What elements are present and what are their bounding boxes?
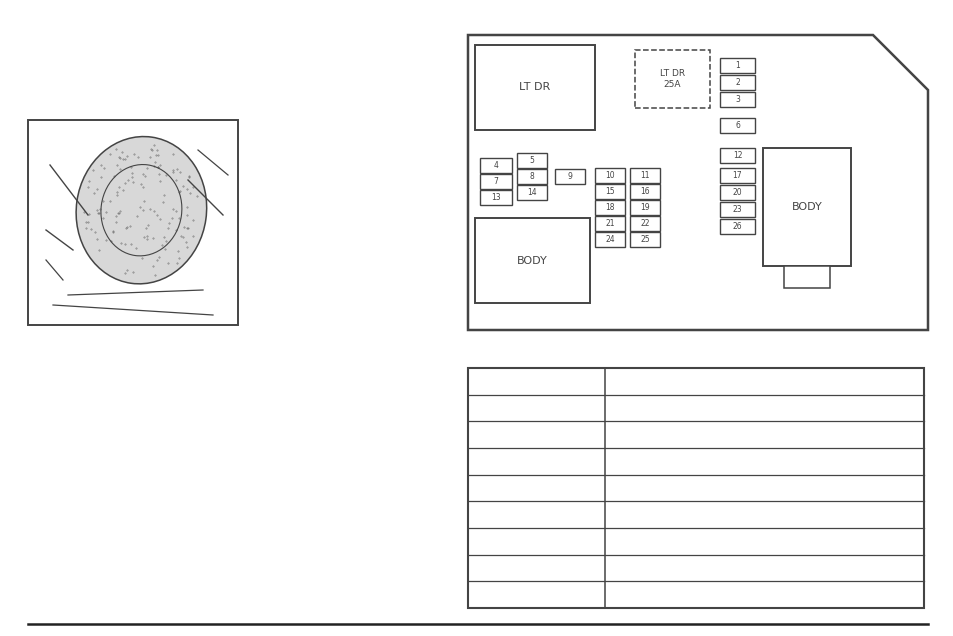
Bar xyxy=(720,202,754,217)
Text: 2: 2 xyxy=(735,78,740,87)
Bar xyxy=(28,120,237,325)
Bar xyxy=(720,92,754,107)
Text: 23: 23 xyxy=(732,205,741,214)
Bar xyxy=(475,45,595,130)
Bar xyxy=(629,168,659,183)
Text: 4: 4 xyxy=(493,161,497,170)
Text: BODY: BODY xyxy=(517,256,547,265)
Text: 11: 11 xyxy=(639,171,649,180)
Text: 12: 12 xyxy=(732,151,741,160)
Text: 16: 16 xyxy=(639,187,649,196)
Text: 18: 18 xyxy=(604,203,614,212)
Bar xyxy=(629,216,659,231)
Bar xyxy=(595,200,624,215)
Bar xyxy=(720,118,754,133)
Bar xyxy=(479,190,512,205)
Bar xyxy=(475,218,589,303)
Bar xyxy=(635,50,709,108)
Text: 8: 8 xyxy=(529,172,534,181)
Text: 26: 26 xyxy=(732,222,741,231)
Text: 13: 13 xyxy=(491,193,500,202)
Bar xyxy=(555,169,584,184)
Bar xyxy=(720,58,754,73)
Bar xyxy=(595,168,624,183)
Bar xyxy=(720,168,754,183)
Bar xyxy=(629,200,659,215)
Polygon shape xyxy=(468,35,927,330)
Text: 21: 21 xyxy=(604,219,614,228)
Text: 22: 22 xyxy=(639,219,649,228)
Text: 3: 3 xyxy=(735,95,740,104)
Text: 15: 15 xyxy=(604,187,614,196)
Text: LT DR: LT DR xyxy=(518,83,550,92)
Bar xyxy=(629,184,659,199)
Text: 20: 20 xyxy=(732,188,741,197)
Text: 5: 5 xyxy=(529,156,534,165)
Bar xyxy=(720,148,754,163)
Text: 14: 14 xyxy=(527,188,537,197)
Bar xyxy=(517,153,546,168)
Ellipse shape xyxy=(76,137,207,284)
Bar xyxy=(595,232,624,247)
Bar xyxy=(517,185,546,200)
Text: 17: 17 xyxy=(732,171,741,180)
Bar xyxy=(720,75,754,90)
Text: 9: 9 xyxy=(567,172,572,181)
Bar xyxy=(479,158,512,173)
Bar xyxy=(783,266,829,288)
Bar xyxy=(762,148,850,266)
Bar xyxy=(517,169,546,184)
Bar xyxy=(720,219,754,234)
Text: LT DR
25A: LT DR 25A xyxy=(659,69,684,88)
Text: 24: 24 xyxy=(604,235,614,244)
Bar xyxy=(720,185,754,200)
Text: 10: 10 xyxy=(604,171,614,180)
Bar xyxy=(595,216,624,231)
Bar xyxy=(468,368,923,608)
Text: 7: 7 xyxy=(493,177,497,186)
Text: BODY: BODY xyxy=(791,202,821,212)
Text: 19: 19 xyxy=(639,203,649,212)
Text: 1: 1 xyxy=(735,61,740,70)
Text: 6: 6 xyxy=(735,121,740,130)
Text: 25: 25 xyxy=(639,235,649,244)
Bar xyxy=(479,174,512,189)
Bar xyxy=(595,184,624,199)
Bar xyxy=(629,232,659,247)
